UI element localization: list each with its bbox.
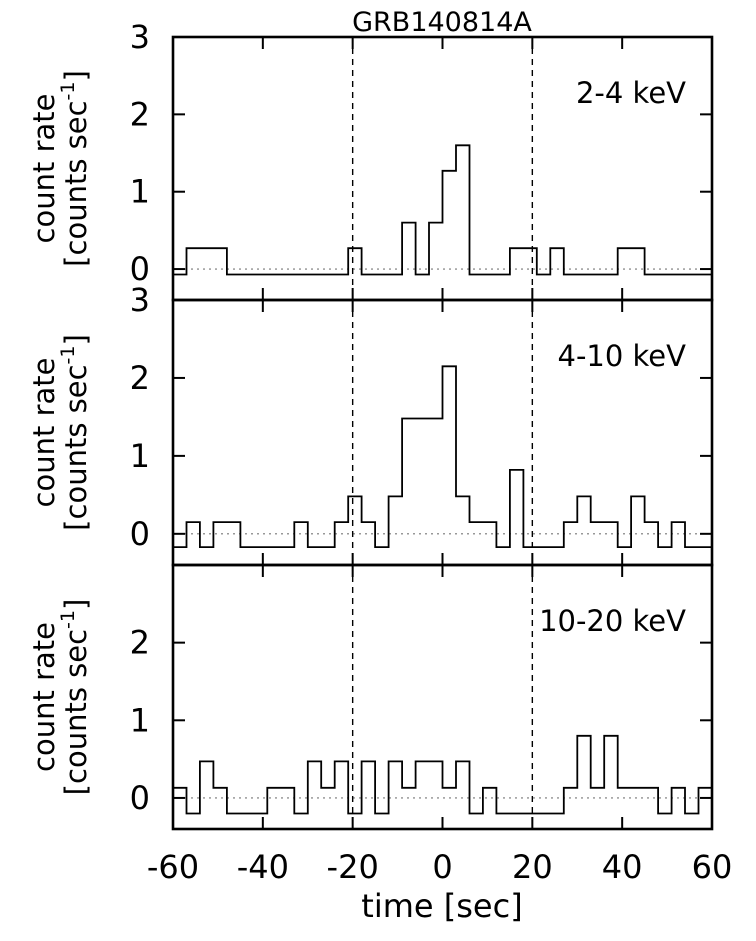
y-axis-label-line2: [counts sec [59, 629, 93, 795]
y-tick-label: 2 [130, 359, 150, 397]
y-axis-label-line2: [counts sec [59, 364, 93, 530]
y-axis-label: count rate[counts sec-1] [27, 70, 93, 267]
y-tick-label: 1 [130, 173, 150, 211]
y-tick-label: 0 [130, 250, 150, 288]
y-axis-label-line2: [counts sec [59, 100, 93, 266]
x-tick-labels: -60 -40 -20 0 20 40 60 [147, 848, 732, 886]
x-tick-label: 0 [432, 848, 452, 886]
y-tick-label: 0 [130, 515, 150, 553]
x-tick-label: 60 [692, 848, 733, 886]
y-axis-label-line1: count rate [27, 94, 61, 244]
band-label: 10-20 keV [539, 604, 686, 638]
panel-1: 0 1 2 3 2-4 keV count rate[counts sec-1] [27, 18, 714, 302]
x-tick-label: -60 [147, 848, 199, 886]
y-axis-label-superscript: -1 [57, 610, 79, 629]
y-axis-label-line1: count rate [27, 358, 61, 508]
y-tick-label: 0 [130, 779, 150, 817]
x-axis-label: time [sec] [361, 887, 522, 925]
y-axis-label-superscript: -1 [57, 82, 79, 101]
y-tick-label: 1 [130, 437, 150, 475]
count-rate-series [173, 144, 712, 276]
y-axis-label: count rate[counts sec-1] [27, 599, 93, 796]
count-rate-series [173, 734, 712, 815]
chart-title: GRB140814A [352, 7, 532, 38]
y-axis-label-superscript: -1 [57, 346, 79, 365]
y-tick-label: 3 [130, 18, 150, 56]
x-tick-label: 40 [602, 848, 643, 886]
band-label: 2-4 keV [576, 76, 686, 110]
y-axis-label-line1: count rate [27, 622, 61, 772]
x-tick-label: -20 [327, 848, 379, 886]
y-tick-label: 2 [130, 95, 150, 133]
y-tick-label: 1 [130, 701, 150, 739]
panel-3: 0 1 2 10-20 keV count rate[counts sec-1] [27, 563, 714, 831]
y-axis-label: count rate[counts sec-1] [27, 334, 93, 531]
band-label: 4-10 keV [558, 339, 687, 373]
panel-2: 0 1 2 3 4-10 keV count rate[counts sec-1] [27, 281, 714, 567]
y-tick-label: 3 [130, 281, 150, 319]
y-axis-label-close: ] [59, 599, 93, 610]
x-tick-label: -40 [237, 848, 289, 886]
y-axis-label-close: ] [59, 334, 93, 345]
count-rate-series [173, 365, 712, 548]
y-axis-label-close: ] [59, 70, 93, 81]
y-tick-label: 2 [130, 624, 150, 662]
x-tick-label: 20 [512, 848, 553, 886]
